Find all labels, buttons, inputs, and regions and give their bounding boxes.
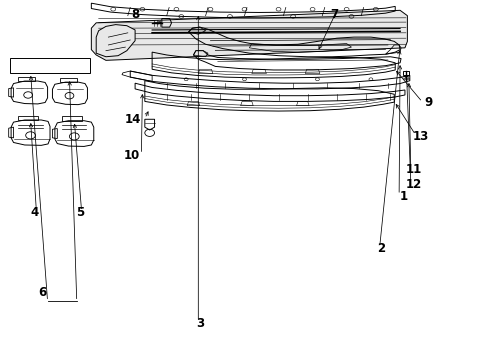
Polygon shape: [91, 10, 407, 60]
Text: 11: 11: [405, 163, 421, 176]
Text: 7: 7: [330, 9, 338, 22]
Text: 13: 13: [411, 130, 428, 143]
Text: 8: 8: [131, 9, 139, 22]
Text: 1: 1: [399, 190, 407, 203]
Text: 6: 6: [39, 286, 47, 299]
Text: 2: 2: [377, 242, 385, 255]
Text: 10: 10: [123, 149, 140, 162]
Text: 5: 5: [76, 206, 84, 219]
Text: 12: 12: [405, 178, 421, 191]
Text: 4: 4: [30, 206, 39, 219]
Bar: [10, 58, 90, 73]
Text: 3: 3: [195, 317, 203, 330]
Text: 14: 14: [124, 113, 141, 126]
Polygon shape: [96, 24, 135, 57]
Text: 9: 9: [423, 96, 431, 109]
